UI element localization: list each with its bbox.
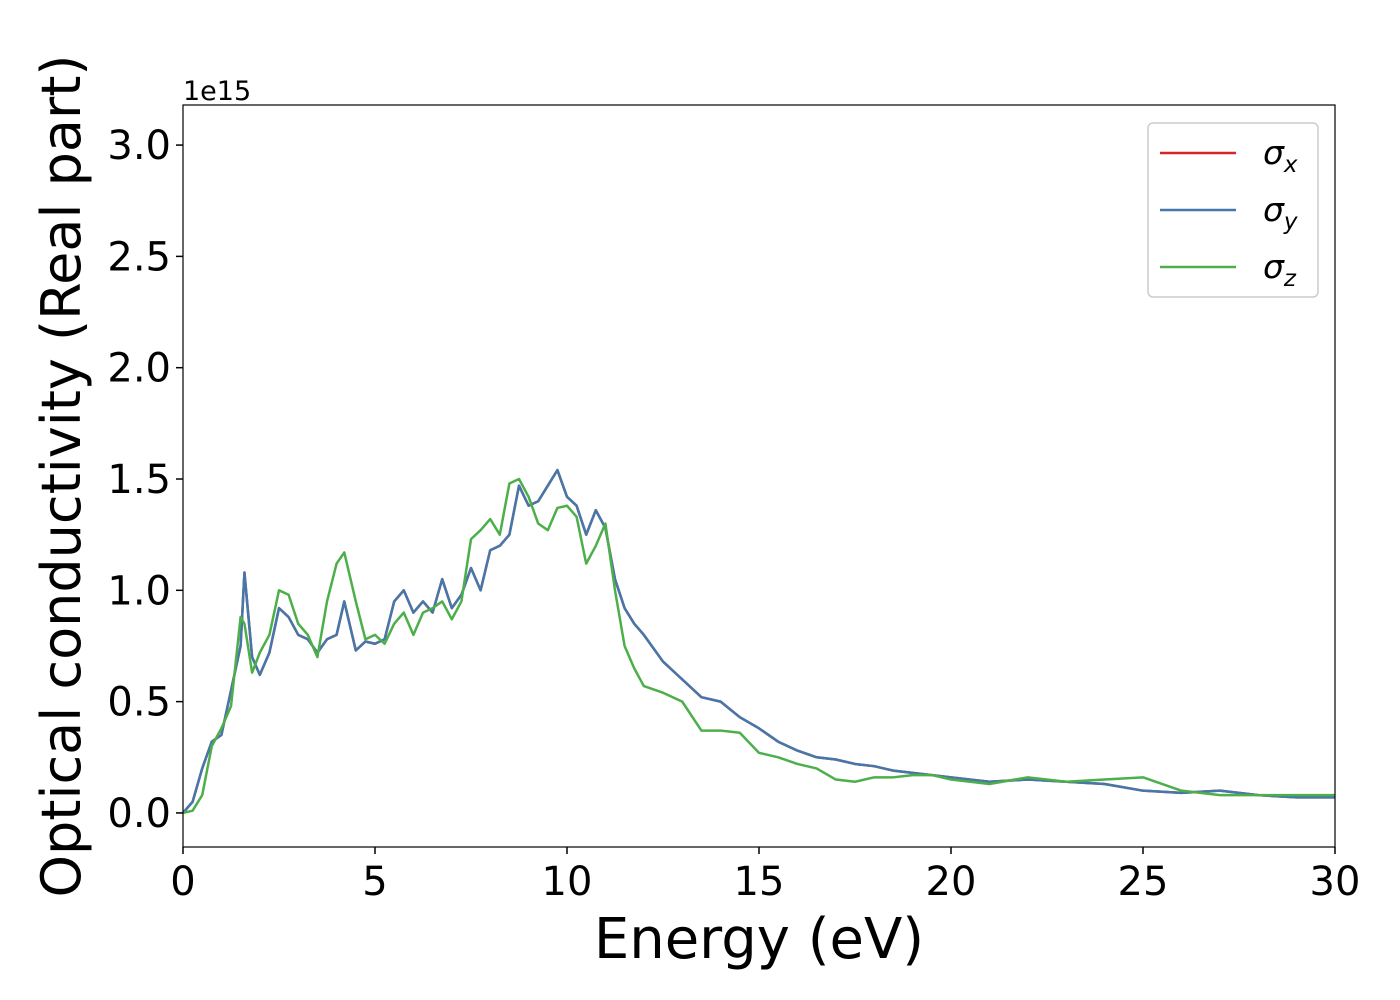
y-axis-label: Optical conductivity (Real part) [30, 55, 93, 898]
y-tick-label: 3.0 [107, 123, 171, 169]
y-tick-label: 0.0 [107, 791, 171, 837]
x-tick-label: 25 [1118, 859, 1169, 905]
y-tick-label: 2.0 [107, 346, 171, 392]
x-tick-label: 20 [926, 859, 977, 905]
x-tick-label: 10 [542, 859, 593, 905]
series-line [183, 468, 1335, 814]
legend-label: σy [1263, 190, 1298, 235]
x-axis-label: Energy (eV) [594, 907, 924, 972]
y-tick-label: 1.0 [107, 568, 171, 614]
x-tick-label: 15 [734, 859, 785, 905]
x-tick-label: 5 [362, 859, 387, 905]
series-line [183, 468, 1335, 814]
plot-frame [182, 104, 1336, 848]
legend-label: σx [1263, 133, 1298, 178]
y-tick-label: 2.5 [107, 234, 171, 280]
x-tick-label: 0 [170, 859, 195, 905]
y-tick-label: 1.5 [107, 457, 171, 503]
y-tick-label: 0.5 [107, 680, 171, 726]
x-tick-label: 30 [1310, 859, 1361, 905]
legend-label: σz [1263, 247, 1297, 292]
offset-label: 1e15 [183, 76, 251, 107]
series-line [183, 477, 1335, 815]
